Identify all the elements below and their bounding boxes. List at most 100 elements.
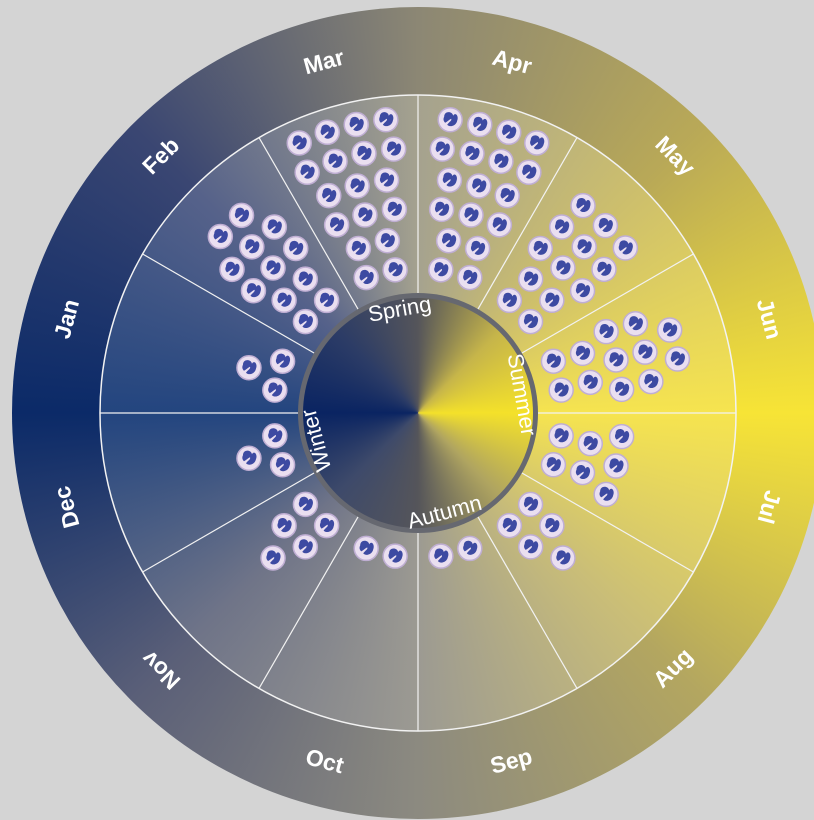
cell-nucleus: [597, 261, 612, 276]
cell-icon: [262, 423, 288, 449]
cell-icon: [569, 277, 596, 304]
cell-body: [550, 255, 576, 281]
sector-divider: [521, 253, 694, 354]
cell-body: [292, 491, 319, 518]
cell-icon: [548, 423, 574, 449]
cell-icon: [437, 107, 463, 133]
cell-body: [239, 234, 265, 260]
cell-body: [457, 535, 483, 562]
cell-icon: [313, 287, 340, 314]
cell-icon: [569, 340, 596, 367]
cell-nucleus: [556, 550, 571, 565]
cell-icon: [313, 512, 340, 539]
cell-body: [269, 348, 296, 374]
cell-nucleus: [576, 198, 591, 213]
cell-nucleus: [523, 313, 539, 329]
month-label: Sep: [487, 743, 534, 779]
cell-nucleus: [470, 240, 486, 255]
cell-body: [428, 196, 455, 223]
cell-body: [496, 287, 523, 314]
cell-body: [381, 196, 408, 223]
cell-nucleus: [434, 548, 449, 563]
cell-nucleus: [473, 116, 488, 131]
cell-body: [313, 512, 340, 539]
cell-nucleus: [388, 548, 403, 563]
cell-nucleus: [546, 353, 561, 368]
cell-icon: [577, 369, 604, 396]
cell-nucleus: [225, 261, 240, 276]
cell-body: [466, 173, 492, 199]
cell-nucleus: [502, 292, 517, 307]
month-label: Nov: [136, 646, 185, 695]
cell-body: [494, 182, 520, 209]
cell-nucleus: [524, 271, 539, 286]
cell-nucleus: [644, 373, 659, 388]
cell-icon: [236, 445, 262, 472]
cell-nucleus: [494, 153, 509, 168]
cell-icon: [282, 235, 309, 262]
cell-nucleus: [599, 486, 614, 501]
cell-nucleus: [598, 217, 613, 233]
cell-body: [269, 452, 296, 478]
cell-icon: [286, 130, 312, 156]
month-label: Mar: [301, 44, 347, 80]
cell-nucleus: [319, 292, 335, 307]
cell-nucleus: [555, 219, 570, 234]
cell-nucleus: [275, 353, 291, 368]
month-label: Oct: [303, 743, 347, 778]
cell-nucleus: [246, 283, 262, 298]
cell-body: [260, 545, 286, 571]
cell-icon: [593, 481, 619, 508]
cell-icon: [458, 202, 484, 228]
cell-nucleus: [242, 360, 257, 375]
cell-icon: [539, 512, 565, 539]
cell-icon: [571, 234, 597, 260]
sector-divider: [258, 137, 359, 310]
cell-body: [380, 136, 407, 162]
cell-nucleus: [351, 240, 366, 255]
cell-nucleus: [266, 260, 281, 275]
cell-body: [569, 459, 596, 486]
hub: [303, 298, 533, 528]
cell-icon: [271, 512, 297, 539]
cell-icon: [548, 377, 574, 403]
cell-body: [323, 212, 350, 238]
cell-nucleus: [358, 207, 373, 222]
cell-icon: [548, 214, 575, 240]
cell-nucleus: [298, 271, 313, 286]
cell-nucleus: [298, 539, 313, 554]
cell-icon: [373, 107, 399, 133]
cell-body: [219, 256, 245, 283]
cell-body: [437, 107, 463, 133]
cell-icon: [435, 227, 462, 254]
cell-nucleus: [213, 228, 228, 243]
cell-nucleus: [275, 457, 291, 472]
cell-nucleus: [583, 436, 598, 451]
cell-icon: [550, 255, 576, 281]
cell-body: [517, 308, 544, 335]
cell-nucleus: [242, 450, 257, 465]
cell-body: [429, 136, 456, 162]
cell-body: [577, 369, 604, 396]
cell-icon: [344, 173, 370, 199]
sector-divider: [477, 516, 578, 689]
cell-body: [236, 445, 262, 472]
cell-icon: [517, 308, 544, 335]
cell-icon: [428, 257, 454, 283]
month-label: Dec: [48, 483, 84, 531]
cell-body: [262, 377, 288, 403]
cell-icon: [374, 227, 401, 254]
cell-icon: [496, 287, 523, 314]
cell-icon: [539, 287, 565, 314]
cell-icon: [219, 256, 245, 283]
cell-icon: [343, 111, 369, 138]
cell-body: [608, 376, 635, 403]
cell-nucleus: [319, 517, 335, 532]
cell-nucleus: [500, 187, 515, 203]
cell-body: [540, 348, 567, 374]
cell-body: [496, 512, 523, 539]
cell-icon: [353, 535, 379, 562]
cell-nucleus: [575, 283, 591, 298]
cell-icon: [207, 223, 234, 250]
